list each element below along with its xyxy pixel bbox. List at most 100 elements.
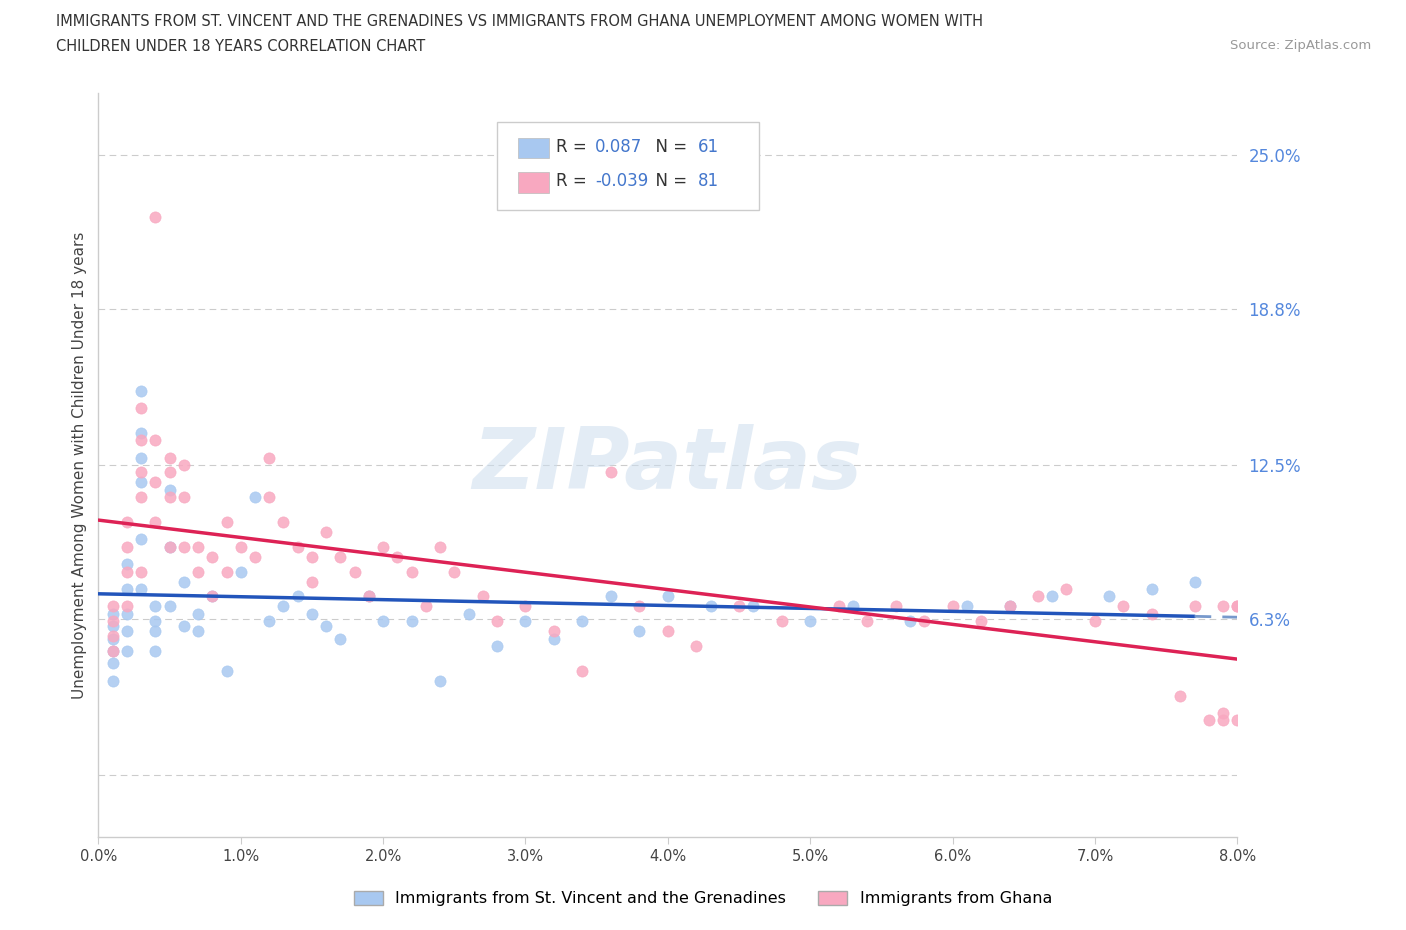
Point	[956, 599, 979, 614]
Text: CHILDREN UNDER 18 YEARS CORRELATION CHART: CHILDREN UNDER 18 YEARS CORRELATION CHAR…	[56, 39, 426, 54]
Point	[600, 589, 623, 604]
Point	[628, 599, 651, 614]
Point	[187, 624, 209, 639]
Point	[287, 539, 309, 554]
Point	[429, 673, 451, 688]
Point	[229, 539, 252, 554]
Point	[101, 606, 124, 621]
Point	[998, 599, 1021, 614]
Point	[115, 599, 138, 614]
Point	[742, 599, 765, 614]
Point	[1040, 589, 1063, 604]
Point	[329, 631, 352, 646]
Point	[159, 450, 181, 465]
FancyBboxPatch shape	[498, 122, 759, 210]
Point	[115, 606, 138, 621]
Point	[101, 599, 124, 614]
Point	[515, 599, 537, 614]
Point	[301, 574, 323, 589]
Point	[301, 606, 323, 621]
Point	[1198, 713, 1220, 728]
Point	[387, 550, 409, 565]
Point	[273, 514, 295, 529]
Point	[145, 475, 167, 490]
Point	[173, 490, 195, 505]
Point	[1212, 713, 1234, 728]
Point	[1056, 581, 1078, 596]
Point	[115, 539, 138, 554]
Point	[1170, 688, 1192, 703]
Point	[1226, 599, 1249, 614]
Point	[145, 432, 167, 447]
Text: IMMIGRANTS FROM ST. VINCENT AND THE GRENADINES VS IMMIGRANTS FROM GHANA UNEMPLOY: IMMIGRANTS FROM ST. VINCENT AND THE GREN…	[56, 14, 983, 29]
Point	[115, 557, 138, 572]
Legend: Immigrants from St. Vincent and the Grenadines, Immigrants from Ghana: Immigrants from St. Vincent and the Gren…	[347, 884, 1059, 912]
Y-axis label: Unemployment Among Women with Children Under 18 years: Unemployment Among Women with Children U…	[72, 232, 87, 698]
Point	[515, 614, 537, 629]
Point	[101, 656, 124, 671]
Point	[101, 631, 124, 646]
Point	[259, 450, 281, 465]
Point	[159, 539, 181, 554]
Point	[129, 383, 152, 398]
Point	[343, 565, 366, 579]
FancyBboxPatch shape	[517, 172, 550, 193]
FancyBboxPatch shape	[517, 138, 550, 158]
Point	[187, 539, 209, 554]
Point	[159, 483, 181, 498]
Point	[728, 599, 751, 614]
Point	[259, 614, 281, 629]
Point	[1212, 599, 1234, 614]
Point	[486, 614, 509, 629]
Point	[287, 589, 309, 604]
Point	[215, 514, 238, 529]
Point	[145, 209, 167, 224]
Point	[301, 550, 323, 565]
Point	[329, 550, 352, 565]
Point	[898, 614, 921, 629]
Point	[1184, 574, 1206, 589]
Point	[129, 475, 152, 490]
Point	[1226, 713, 1249, 728]
Point	[129, 401, 152, 416]
Point	[187, 606, 209, 621]
Point	[259, 490, 281, 505]
Point	[101, 644, 124, 658]
Point	[429, 539, 451, 554]
Point	[471, 589, 494, 604]
Point	[243, 550, 266, 565]
Point	[628, 624, 651, 639]
Point	[173, 574, 195, 589]
Text: -0.039: -0.039	[595, 172, 648, 190]
Point	[129, 565, 152, 579]
Point	[1226, 599, 1249, 614]
Point	[1084, 614, 1107, 629]
Point	[243, 490, 266, 505]
Point	[401, 614, 423, 629]
Point	[129, 425, 152, 440]
Point	[173, 539, 195, 554]
Point	[842, 599, 865, 614]
Point	[357, 589, 380, 604]
Point	[457, 606, 479, 621]
Point	[145, 599, 167, 614]
Point	[998, 599, 1021, 614]
Point	[799, 614, 821, 629]
Text: N =: N =	[645, 172, 692, 190]
Point	[315, 618, 337, 633]
Point	[129, 581, 152, 596]
Point	[571, 614, 593, 629]
Text: 61: 61	[697, 138, 718, 155]
Point	[187, 565, 209, 579]
Text: R =: R =	[557, 138, 592, 155]
Point	[115, 644, 138, 658]
Text: 0.087: 0.087	[595, 138, 643, 155]
Point	[1140, 581, 1163, 596]
Point	[201, 589, 224, 604]
Point	[357, 589, 380, 604]
Point	[415, 599, 437, 614]
Point	[101, 644, 124, 658]
Point	[657, 589, 679, 604]
Point	[1140, 606, 1163, 621]
Point	[371, 614, 394, 629]
